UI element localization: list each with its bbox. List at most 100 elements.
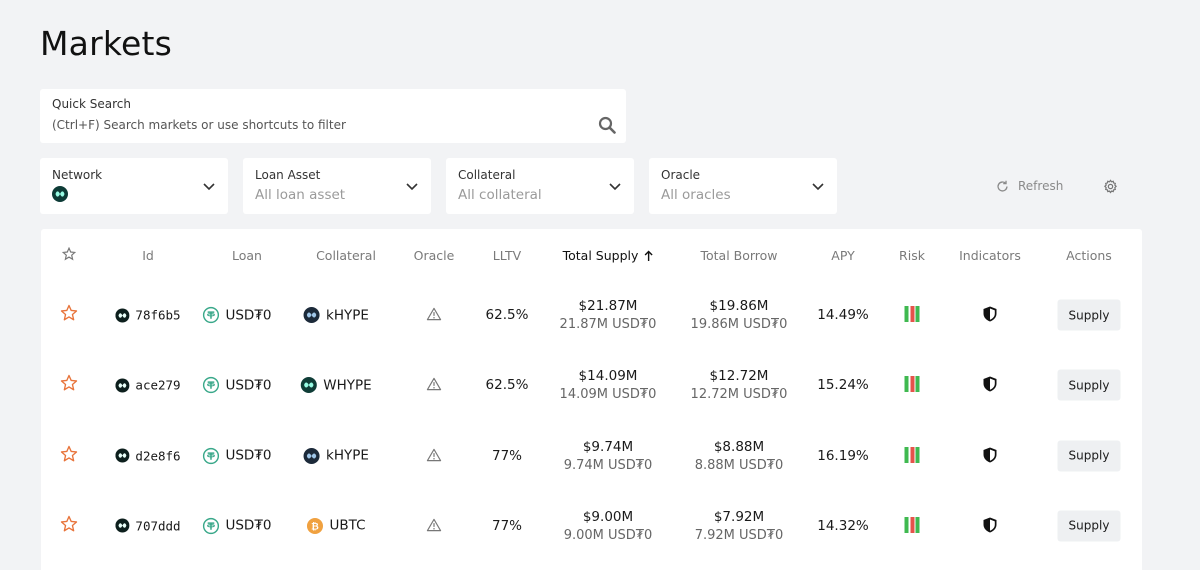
svg-text:₿: ₿ — [311, 521, 319, 532]
risk-bars-icon[interactable] — [904, 376, 920, 393]
collateral-asset: kHYPE — [303, 447, 369, 464]
chevron-down-icon[interactable] — [812, 183, 824, 191]
total-supply-cell: $21.87M 21.87M USD₮0 — [560, 298, 657, 332]
khype-icon — [303, 447, 320, 464]
supply-button[interactable]: Supply — [1057, 510, 1121, 542]
loan-asset: USD₮0 — [202, 517, 272, 534]
chevron-down-icon[interactable] — [203, 183, 215, 191]
page-title: Markets — [40, 24, 173, 63]
header-total-borrow[interactable]: Total Borrow — [700, 248, 778, 263]
usdt0-icon — [202, 517, 220, 534]
total-borrow-native: 7.92M USD₮0 — [694, 527, 784, 543]
favorite-star-icon[interactable] — [60, 374, 78, 392]
loan-asset-text: USD₮0 — [225, 447, 272, 464]
total-borrow-native: 19.86M USD₮0 — [690, 317, 788, 332]
total-borrow-native: 8.88M USD₮0 — [694, 457, 784, 473]
total-supply-cell: $9.00M 9.00M USD₮0 — [564, 509, 653, 543]
total-borrow-usd: $8.88M — [713, 438, 765, 455]
apy-value: 14.32% — [817, 517, 869, 534]
chevron-down-icon[interactable] — [406, 183, 418, 191]
hyperliquid-icon — [115, 378, 130, 393]
usdt0-icon — [202, 306, 220, 324]
oracle-warning-icon[interactable] — [426, 448, 442, 462]
apy-value: 14.49% — [817, 307, 869, 323]
total-borrow-native: 12.72M USD₮0 — [690, 387, 788, 403]
markets-table: Id Loan Collateral Oracle LLTV Total Sup… — [41, 229, 1142, 570]
total-supply-native: 21.87M USD₮0 — [559, 317, 657, 332]
refresh-label: Refresh — [1018, 179, 1064, 193]
refresh-icon — [997, 180, 1008, 192]
market-id[interactable]: d2e8f6 — [115, 448, 181, 463]
network-filter-label: Network — [52, 168, 103, 182]
header-oracle[interactable]: Oracle — [413, 248, 455, 263]
hyperliquid-icon — [115, 448, 130, 463]
header-apy[interactable]: APY — [831, 248, 855, 263]
refresh-button[interactable]: Refresh — [996, 179, 1063, 193]
loan-asset-text: USD₮0 — [225, 377, 272, 394]
search-icon[interactable] — [598, 116, 616, 134]
chevron-down-icon[interactable] — [609, 183, 621, 191]
collateral-filter[interactable]: Collateral All collateral — [446, 158, 634, 214]
apy-value: 16.19% — [817, 447, 869, 464]
lltv-value: 62.5% — [485, 377, 529, 394]
favorite-star-icon[interactable] — [60, 445, 78, 463]
oracle-warning-icon[interactable] — [426, 377, 442, 391]
supply-button[interactable]: Supply — [1057, 299, 1121, 331]
loan-asset-filter-label: Loan Asset — [255, 168, 321, 182]
oracle-filter[interactable]: Oracle All oracles — [649, 158, 837, 214]
header-actions: Actions — [1066, 248, 1112, 263]
market-id[interactable]: 707ddd — [115, 518, 181, 534]
header-risk[interactable]: Risk — [899, 248, 925, 263]
header-id[interactable]: Id — [142, 248, 154, 263]
network-filter[interactable]: Network — [40, 158, 228, 214]
total-supply-native: 9.74M USD₮0 — [563, 457, 653, 473]
header-lltv[interactable]: LLTV — [492, 248, 522, 263]
market-id-text: 707ddd — [135, 518, 181, 534]
lltv-value: 62.5% — [485, 307, 529, 323]
collateral-asset-text: kHYPE — [326, 307, 369, 323]
collateral-asset-text: UBTC — [329, 517, 366, 534]
hyperliquid-icon — [115, 518, 130, 533]
collateral-asset-text: kHYPE — [326, 447, 369, 464]
search-label: Quick Search — [52, 97, 131, 111]
usdt0-icon — [202, 377, 220, 394]
oracle-filter-value: All oracles — [661, 187, 731, 203]
market-id[interactable]: ace279 — [115, 378, 181, 393]
header-total-supply[interactable]: Total Supply — [563, 248, 654, 263]
sort-arrow-up-icon — [644, 250, 653, 261]
market-id[interactable]: 78f6b5 — [115, 307, 181, 323]
market-id-text: 78f6b5 — [135, 307, 181, 323]
star-header-icon[interactable] — [62, 247, 76, 261]
risk-bars-icon[interactable] — [904, 516, 920, 533]
khype-icon — [303, 306, 320, 324]
oracle-filter-label: Oracle — [661, 168, 701, 182]
collateral-asset: WHYPE — [300, 377, 372, 394]
shield-icon[interactable] — [982, 306, 998, 323]
supply-button[interactable]: Supply — [1057, 440, 1121, 472]
collateral-filter-label: Collateral — [458, 168, 516, 182]
loan-asset: USD₮0 — [202, 447, 272, 464]
search-input[interactable] — [52, 118, 582, 132]
header-loan[interactable]: Loan — [232, 248, 262, 263]
gear-icon[interactable] — [1103, 179, 1118, 194]
loan-asset-text: USD₮0 — [225, 307, 272, 323]
shield-icon[interactable] — [982, 446, 998, 463]
total-borrow-cell: $8.88M 8.88M USD₮0 — [695, 439, 784, 473]
shield-icon[interactable] — [982, 376, 998, 393]
loan-asset-text: USD₮0 — [225, 517, 272, 534]
favorite-star-icon[interactable] — [60, 515, 78, 533]
header-collateral[interactable]: Collateral — [316, 248, 376, 263]
risk-bars-icon[interactable] — [904, 306, 920, 322]
apy-value: 15.24% — [817, 377, 869, 394]
shield-icon[interactable] — [982, 516, 998, 533]
risk-bars-icon[interactable] — [904, 446, 920, 463]
favorite-star-icon[interactable] — [60, 304, 78, 322]
oracle-warning-icon[interactable] — [426, 307, 442, 321]
total-borrow-usd: $19.86M — [709, 298, 769, 314]
oracle-warning-icon[interactable] — [426, 518, 442, 532]
loan-asset-filter[interactable]: Loan Asset All loan asset — [243, 158, 431, 214]
total-borrow-usd: $7.92M — [713, 508, 765, 525]
total-borrow-cell: $12.72M 12.72M USD₮0 — [691, 368, 788, 402]
supply-button[interactable]: Supply — [1057, 369, 1121, 401]
quick-search[interactable]: Quick Search — [40, 89, 626, 143]
